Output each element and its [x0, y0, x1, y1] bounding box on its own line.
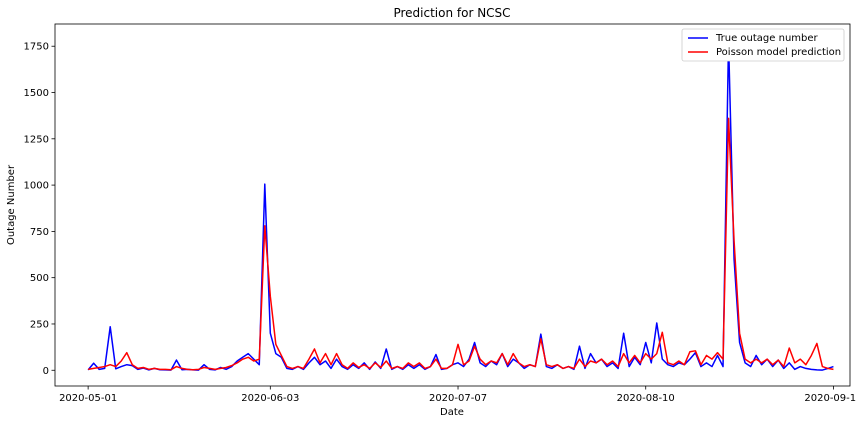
x-tick-label: 2020-06-03 [241, 393, 299, 404]
x-tick-label: 2020-07-07 [429, 393, 487, 404]
legend: True outage number Poisson model predict… [681, 28, 845, 62]
x-axis-label: Date [440, 407, 464, 418]
y-tick-label: 250 [30, 319, 49, 330]
y-tick-label: 1250 [24, 134, 49, 145]
plot-frame [54, 23, 851, 387]
x-tick-label: 2020-05-01 [59, 393, 117, 404]
y-ticks: 0 250 500 750 1000 1250 1500 1750 [24, 42, 55, 377]
legend-label-true: True outage number [715, 33, 819, 44]
y-tick-label: 1000 [24, 181, 49, 192]
x-ticks: 2020-05-01 2020-06-03 2020-07-07 2020-08-10… [59, 386, 856, 404]
y-tick-label: 1750 [24, 42, 49, 53]
y-tick-label: 500 [30, 273, 49, 284]
x-tick-label: 2020-08-10 [617, 393, 675, 404]
chart-title: Prediction for NCSC [393, 6, 510, 20]
series-line-1 [88, 117, 834, 371]
y-tick-label: 750 [30, 227, 49, 238]
y-tick-label: 1500 [24, 88, 49, 99]
y-axis-label: Outage Number [6, 164, 17, 245]
plot-lines [87, 39, 834, 371]
x-tick-label: 2020-09-13 [804, 393, 856, 404]
legend-box [681, 28, 845, 62]
y-tick-label: 0 [43, 366, 49, 377]
legend-label-prediction: Poisson model prediction [716, 47, 841, 58]
